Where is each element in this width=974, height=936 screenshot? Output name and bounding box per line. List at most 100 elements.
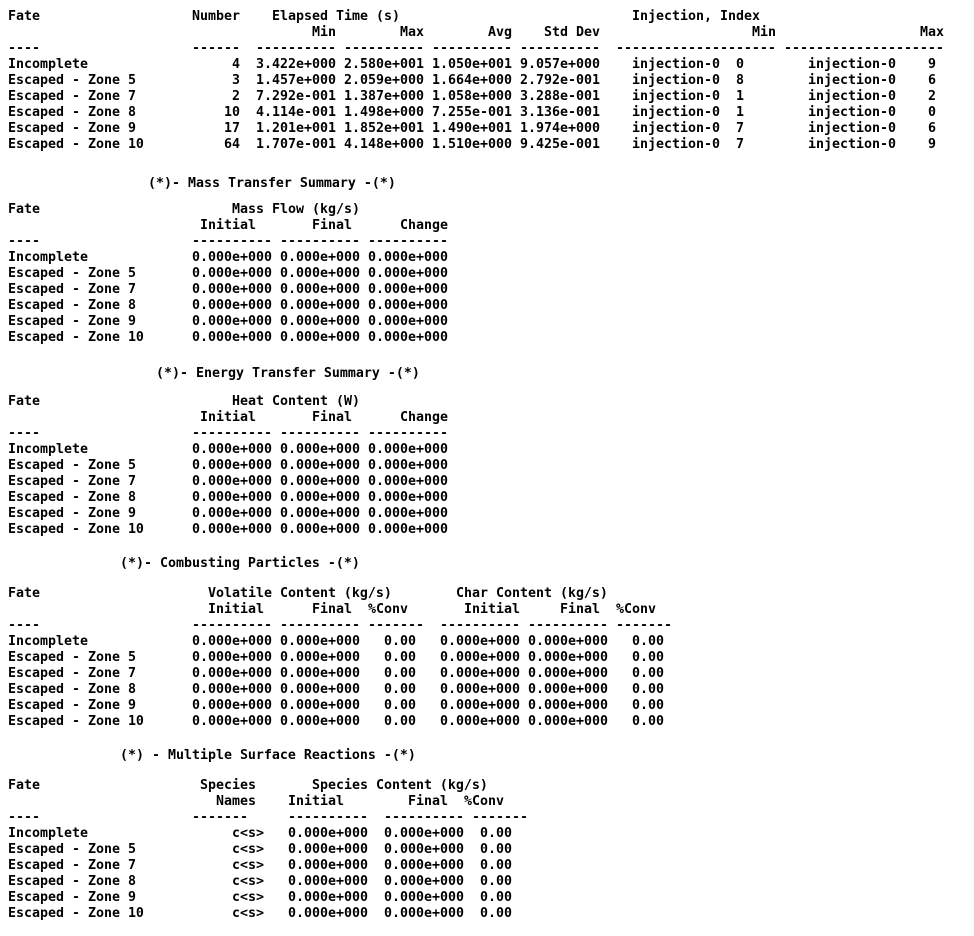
fate-cell: Escaped - Zone 10 bbox=[8, 137, 144, 152]
initial-header: Initial bbox=[208, 602, 264, 617]
species-name-cell: c<s> bbox=[232, 890, 264, 905]
dash-rule: ---------- bbox=[368, 234, 448, 249]
dash-rule: ---------- bbox=[440, 618, 520, 633]
initial-cell: 0.000e+000 bbox=[192, 474, 272, 489]
final-cell: 0.000e+000 bbox=[280, 298, 360, 313]
table-row: Escaped - Zone 7 c<s> 0.000e+000 0.000e+… bbox=[0, 858, 974, 874]
conv-cell: 0.00 bbox=[480, 826, 512, 841]
char-conv-cell: 0.00 bbox=[632, 682, 664, 697]
fate-cell: Escaped - Zone 10 bbox=[8, 714, 144, 729]
final-cell: 0.000e+000 bbox=[280, 282, 360, 297]
fate-cell: Incomplete bbox=[8, 442, 88, 457]
fate-cell: Escaped - Zone 9 bbox=[8, 506, 136, 521]
final-cell: 0.000e+000 bbox=[384, 858, 464, 873]
initial-cell: 0.000e+000 bbox=[192, 490, 272, 505]
elapsed-avg-cell: 7.255e-001 bbox=[432, 105, 512, 120]
dash-rule: ---------- bbox=[520, 41, 600, 56]
char-content-header: Char Content (kg/s) bbox=[456, 586, 608, 601]
fate-cell: Incomplete bbox=[8, 57, 88, 72]
injection-index-header: Injection, Index bbox=[632, 9, 760, 24]
final-cell: 0.000e+000 bbox=[280, 506, 360, 521]
char-initial-cell: 0.000e+000 bbox=[440, 682, 520, 697]
injection-min-index-cell: 1 bbox=[736, 105, 744, 120]
volatile-conv-cell: 0.00 bbox=[384, 634, 416, 649]
mass-transfer-divider: ---- ---------- ---------- ---------- bbox=[0, 234, 974, 250]
combusting-header-line1: Fate Volatile Content (kg/s) Char Conten… bbox=[0, 586, 974, 602]
volatile-content-header: Volatile Content (kg/s) bbox=[208, 586, 392, 601]
energy-transfer-header-line2: Initial Final Change bbox=[0, 410, 974, 426]
final-cell: 0.000e+000 bbox=[384, 874, 464, 889]
char-conv-cell: 0.00 bbox=[632, 634, 664, 649]
initial-cell: 0.000e+000 bbox=[288, 842, 368, 857]
elapsed-min-cell: 7.292e-001 bbox=[256, 89, 336, 104]
char-initial-cell: 0.000e+000 bbox=[440, 666, 520, 681]
elapsed-max-cell: 2.580e+001 bbox=[344, 57, 424, 72]
volatile-initial-cell: 0.000e+000 bbox=[192, 634, 272, 649]
injection-max-header: Max bbox=[920, 25, 944, 40]
initial-cell: 0.000e+000 bbox=[288, 874, 368, 889]
fate-cell: Escaped - Zone 10 bbox=[8, 330, 144, 345]
injection-max-index-cell: 6 bbox=[928, 73, 936, 88]
fate-header: Fate bbox=[8, 202, 40, 217]
change-cell: 0.000e+000 bbox=[368, 506, 448, 521]
injection-max-index-cell: 9 bbox=[928, 137, 936, 152]
table-row: Escaped - Zone 5 3 1.457e+000 2.059e+000… bbox=[0, 73, 974, 89]
fate-cell: Escaped - Zone 5 bbox=[8, 650, 136, 665]
table-row: Escaped - Zone 10 0.000e+000 0.000e+000 … bbox=[0, 714, 974, 730]
fate-cell: Escaped - Zone 7 bbox=[8, 474, 136, 489]
volatile-conv-cell: 0.00 bbox=[384, 650, 416, 665]
fate-cell: Escaped - Zone 7 bbox=[8, 666, 136, 681]
conv-cell: 0.00 bbox=[480, 906, 512, 921]
initial-cell: 0.000e+000 bbox=[288, 826, 368, 841]
dash-rule: ---- bbox=[8, 618, 40, 633]
particle-summary-header-line1: Fate Number Elapsed Time (s) Injection, … bbox=[0, 9, 974, 25]
change-cell: 0.000e+000 bbox=[368, 330, 448, 345]
dash-rule: ---- bbox=[8, 810, 40, 825]
initial-cell: 0.000e+000 bbox=[192, 314, 272, 329]
change-cell: 0.000e+000 bbox=[368, 522, 448, 537]
table-row: Escaped - Zone 7 2 7.292e-001 1.387e+000… bbox=[0, 89, 974, 105]
std-dev-header: Std Dev bbox=[544, 25, 600, 40]
elapsed-min-cell: 1.707e-001 bbox=[256, 137, 336, 152]
final-cell: 0.000e+000 bbox=[280, 490, 360, 505]
dash-rule: ---- bbox=[8, 234, 40, 249]
elapsed-stddev-cell: 3.288e-001 bbox=[520, 89, 600, 104]
volatile-initial-cell: 0.000e+000 bbox=[192, 666, 272, 681]
dash-rule: ---------- bbox=[528, 618, 608, 633]
final-cell: 0.000e+000 bbox=[280, 458, 360, 473]
change-cell: 0.000e+000 bbox=[368, 458, 448, 473]
final-cell: 0.000e+000 bbox=[384, 842, 464, 857]
fate-cell: Escaped - Zone 9 bbox=[8, 121, 136, 136]
injection-min-index-cell: 7 bbox=[736, 137, 744, 152]
energy-transfer-rows: Incomplete 0.000e+000 0.000e+000 0.000e+… bbox=[0, 442, 974, 538]
volatile-final-cell: 0.000e+000 bbox=[280, 666, 360, 681]
surface-reactions-divider: ---- ------- ---------- ---------- -----… bbox=[0, 810, 974, 826]
initial-cell: 0.000e+000 bbox=[288, 890, 368, 905]
conv-header: %Conv bbox=[616, 602, 656, 617]
table-row: Incomplete 0.000e+000 0.000e+000 0.000e+… bbox=[0, 442, 974, 458]
final-cell: 0.000e+000 bbox=[384, 906, 464, 921]
table-row: Escaped - Zone 5 0.000e+000 0.000e+000 0… bbox=[0, 266, 974, 282]
number-cell: 64 bbox=[224, 137, 240, 152]
surface-reactions-title: (*) - Multiple Surface Reactions -(*) bbox=[120, 748, 416, 763]
dash-rule: ---------- bbox=[256, 41, 336, 56]
volatile-final-cell: 0.000e+000 bbox=[280, 682, 360, 697]
elapsed-min-cell: 1.457e+000 bbox=[256, 73, 336, 88]
mass-transfer-header-line1: Fate Mass Flow (kg/s) bbox=[0, 202, 974, 218]
change-cell: 0.000e+000 bbox=[368, 474, 448, 489]
fate-cell: Escaped - Zone 8 bbox=[8, 490, 136, 505]
change-cell: 0.000e+000 bbox=[368, 314, 448, 329]
injection-min-name-cell: injection-0 bbox=[632, 105, 720, 120]
final-cell: 0.000e+000 bbox=[384, 826, 464, 841]
fate-cell: Escaped - Zone 9 bbox=[8, 698, 136, 713]
char-final-cell: 0.000e+000 bbox=[528, 698, 608, 713]
char-final-cell: 0.000e+000 bbox=[528, 666, 608, 681]
table-row: Escaped - Zone 8 0.000e+000 0.000e+000 0… bbox=[0, 298, 974, 314]
number-cell: 10 bbox=[224, 105, 240, 120]
char-final-cell: 0.000e+000 bbox=[528, 634, 608, 649]
combusting-header-line2: Initial Final %Conv Initial Final %Conv bbox=[0, 602, 974, 618]
char-conv-cell: 0.00 bbox=[632, 698, 664, 713]
species-name-cell: c<s> bbox=[232, 826, 264, 841]
mass-transfer-title: (*)- Mass Transfer Summary -(*) bbox=[148, 176, 396, 191]
conv-cell: 0.00 bbox=[480, 842, 512, 857]
